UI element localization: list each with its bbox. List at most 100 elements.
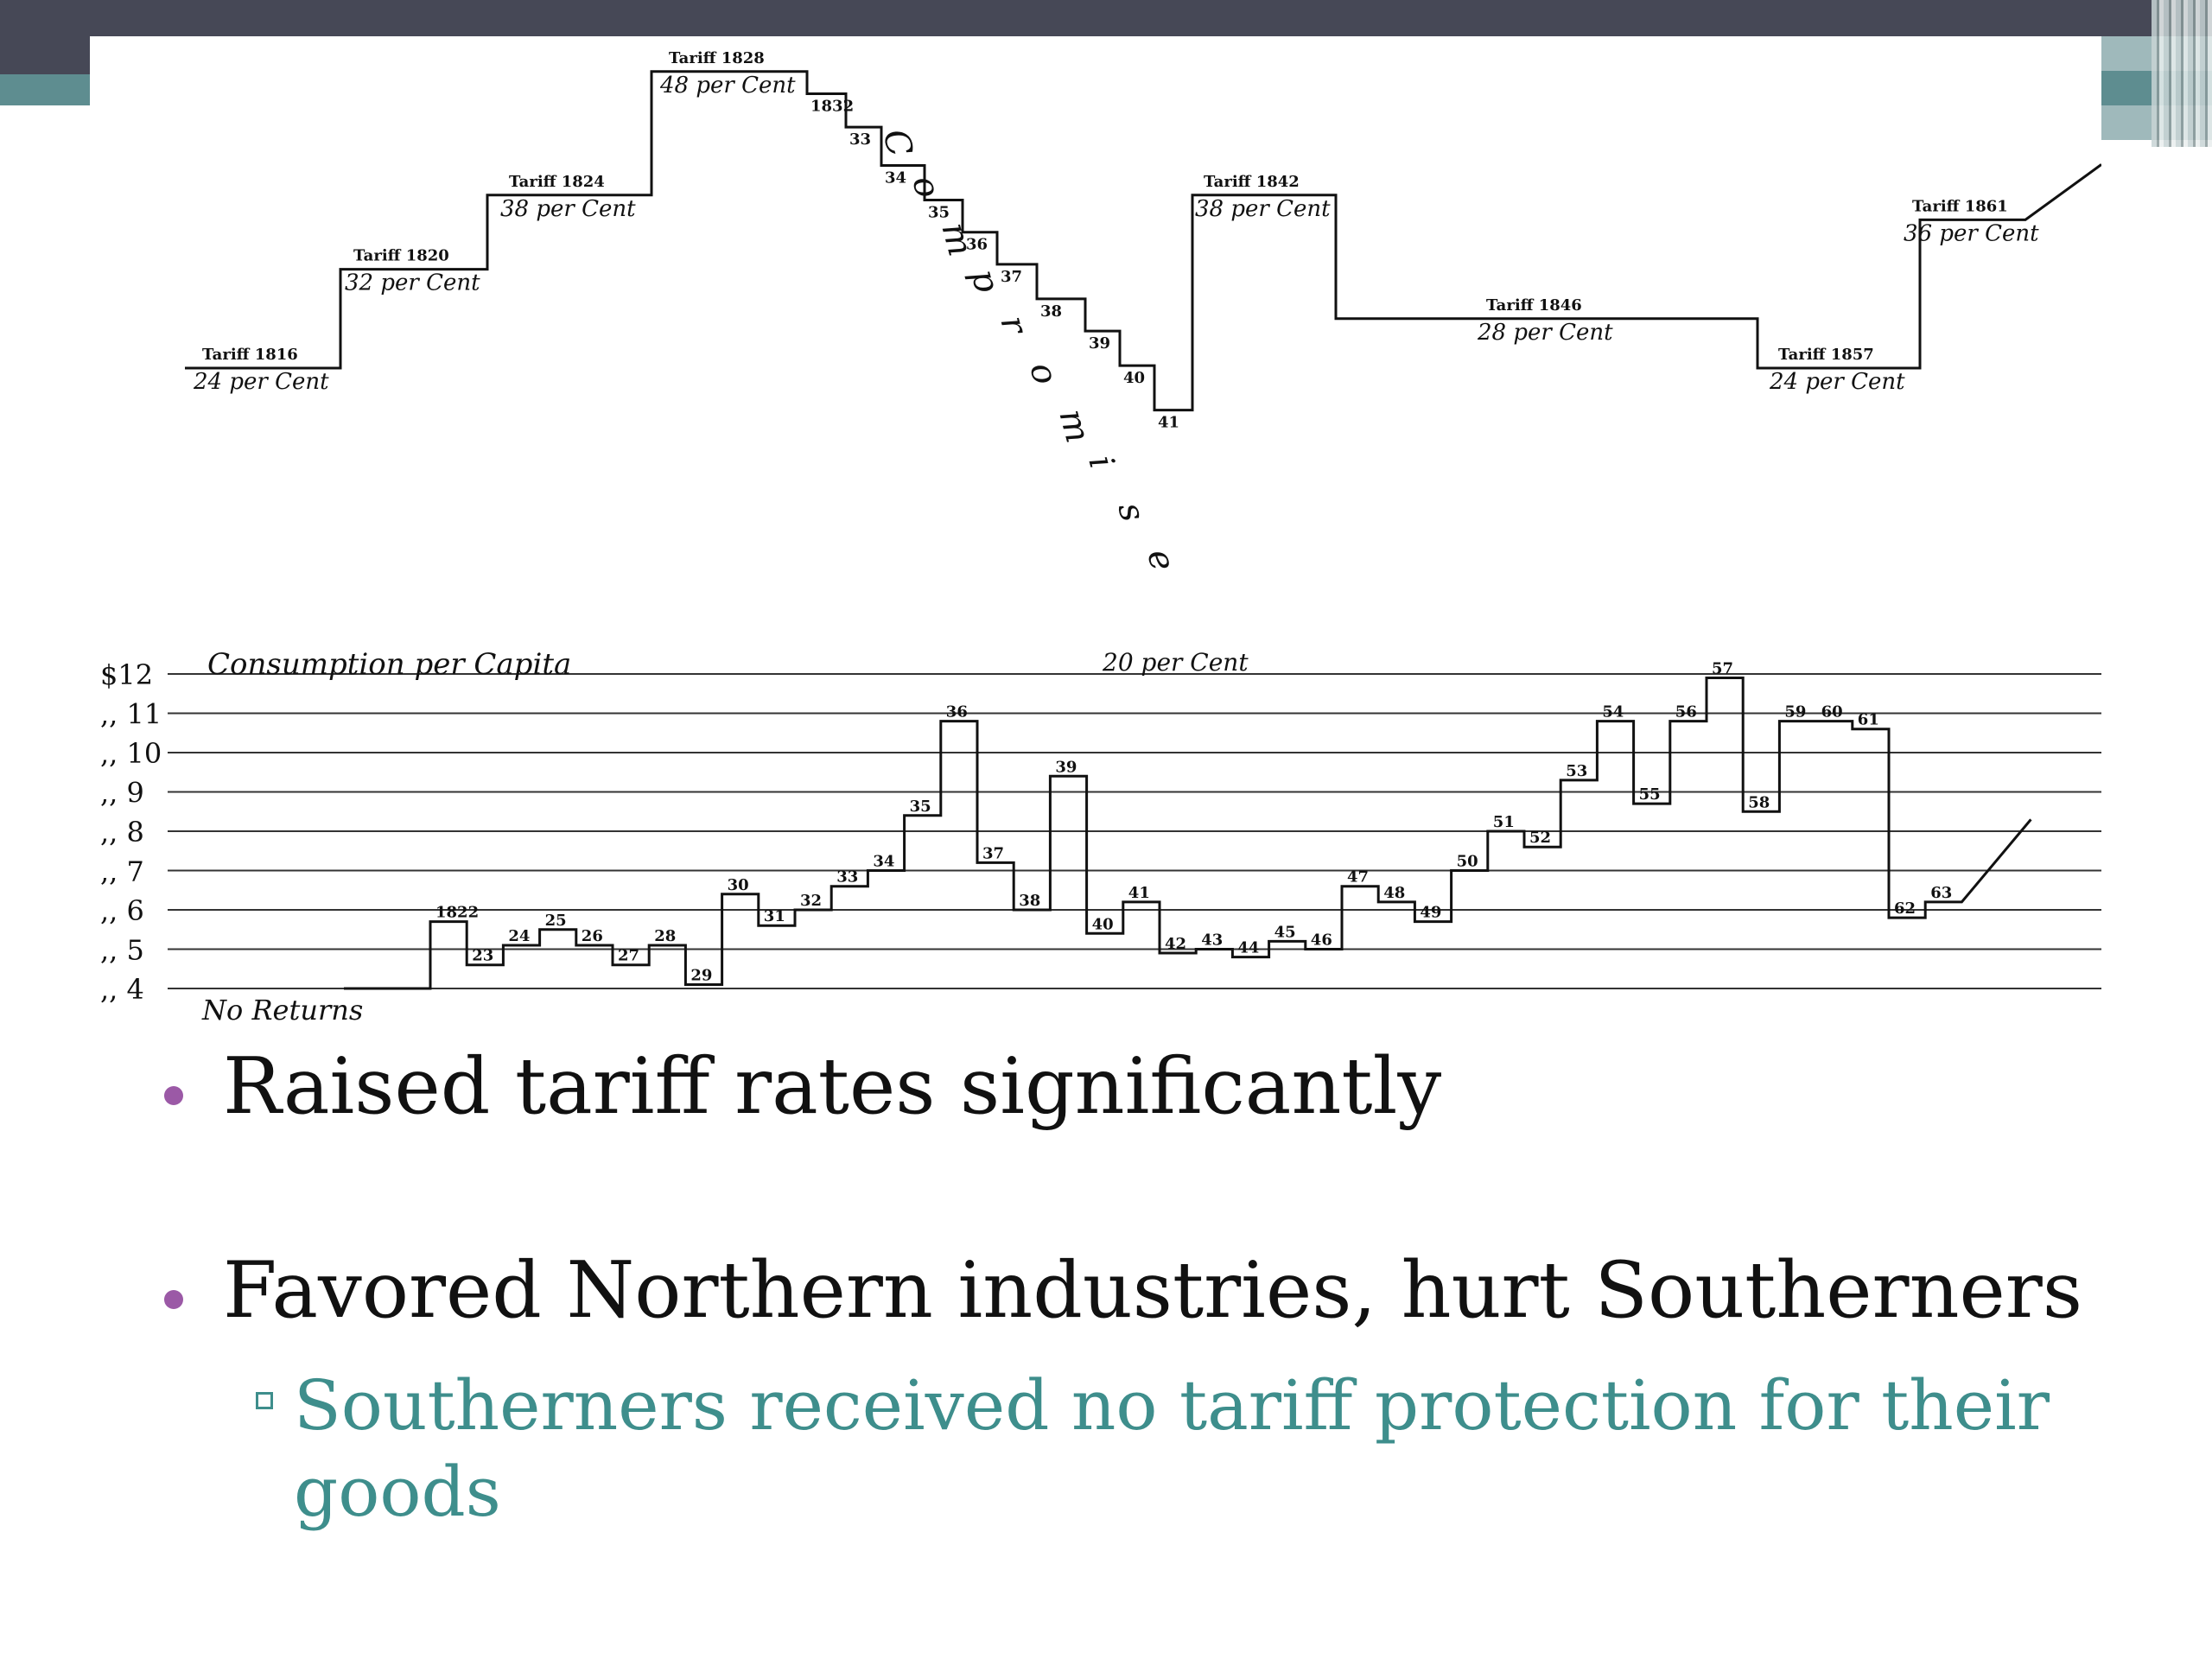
consumption-year-label: 36	[946, 703, 968, 721]
bullet-2-text: Favored Northern industries, hurt Southe…	[223, 1245, 2083, 1336]
tariff-year-label: Tariff 1846	[1486, 296, 1582, 315]
compromise-letter: m	[933, 219, 980, 261]
compromise-letter: i	[1080, 452, 1122, 473]
consumption-year-label: 29	[690, 966, 712, 984]
sub-bullet-1-text: Southerners received no tariff protectio…	[294, 1365, 2050, 1532]
tariff-year-label: Tariff 1828	[669, 49, 765, 67]
consumption-year-label: 55	[1639, 785, 1661, 804]
y-tick-label: $12	[100, 658, 153, 691]
tariff-line	[185, 70, 2101, 412]
consumption-year-label: 50	[1457, 853, 1478, 871]
consumption-year-label: 43	[1201, 931, 1223, 950]
consumption-year-label: 52	[1529, 829, 1551, 847]
consumption-year-label: 23	[472, 947, 493, 965]
slide-panel	[90, 36, 2101, 1659]
top-decor-band	[0, 0, 2212, 36]
consumption-year-label: 42	[1165, 935, 1186, 953]
compromise-year-label: 1832	[810, 98, 854, 116]
compromise-letter: s	[1109, 499, 1153, 526]
tariff-chart: Tariff 1816 24 per Cent Tariff 1820 32 per …	[100, 49, 2101, 1027]
compromise-letter: r	[992, 312, 1035, 340]
consumption-year-label: 35	[910, 798, 931, 816]
consumption-year-label: 32	[800, 892, 822, 910]
tariff-year-label: Tariff 1861	[1912, 197, 2008, 215]
tariff-step-line	[185, 70, 2101, 412]
tariff-rate-label: 24 per Cent	[193, 369, 329, 395]
consumption-year-label: 54	[1602, 703, 1624, 721]
y-tick-label: ,, 5	[100, 934, 144, 967]
bullet-dot	[164, 1290, 183, 1309]
tariff-rate-label: 38 per Cent	[500, 196, 636, 222]
compromise-year-label: 37	[1001, 268, 1022, 286]
compromise-year-label: 35	[928, 204, 950, 222]
y-tick-label: ,, 8	[100, 816, 144, 849]
consumption-year-label: 46	[1311, 931, 1332, 950]
y-axis-title: Consumption per Capita	[207, 647, 571, 682]
consumption-year-label: 47	[1347, 868, 1369, 887]
y-tick-label: ,, 9	[100, 777, 144, 810]
y-tick-label: ,, 4	[100, 973, 144, 1006]
consumption-year-label: 26	[582, 927, 603, 945]
consumption-year-label: 44	[1237, 939, 1259, 957]
bullet-1-text: Raised tariff rates significantly	[223, 1041, 1442, 1132]
consumption-series: 1822 23 24 25 26 27 28 29 30 31 32 33 34 35 36 37 38 39 40…	[344, 660, 2032, 990]
compromise-year-label: 38	[1040, 302, 1062, 321]
consumption-year-label: 24	[508, 927, 530, 945]
no-returns-label: No Returns	[201, 994, 363, 1027]
tariff-year-label: Tariff 1842	[1204, 173, 1300, 191]
consumption-year-label: 37	[982, 844, 1004, 862]
consumption-year-label: 49	[1420, 904, 1441, 922]
compromise-year-label: 34	[885, 168, 906, 187]
consumption-year-label: 1822	[435, 904, 479, 922]
consumption-year-label: 61	[1858, 711, 1879, 729]
compromise-letter: o	[904, 172, 948, 202]
compromise-year-label: 41	[1158, 414, 1179, 432]
consumption-year-label: 57	[1712, 660, 1733, 678]
low-rate-label: 20 per Cent	[1102, 648, 1249, 677]
tariff-rate-label: 28 per Cent	[1477, 320, 1613, 346]
consumption-year-label: 33	[836, 868, 858, 887]
consumption-year-label: 59	[1784, 703, 1806, 721]
consumption-year-label: 40	[1092, 915, 1114, 933]
compromise-letter: m	[1051, 405, 1097, 448]
consumption-year-label: 28	[654, 927, 676, 945]
compromise-letter: e	[1139, 545, 1183, 575]
left-decor-block	[0, 36, 90, 74]
right-edge-decor	[2152, 0, 2212, 147]
compromise-year-label: 36	[966, 236, 988, 254]
compromise-year-label: 40	[1123, 369, 1145, 387]
consumption-year-label: 56	[1675, 703, 1697, 721]
consumption-year-label: 53	[1566, 762, 1587, 780]
compromise-year-label: 33	[849, 130, 871, 149]
tariff-rate-label: 48 per Cent	[659, 73, 796, 99]
tariff-year-label: Tariff 1820	[353, 247, 449, 265]
consumption-year-label: 39	[1055, 758, 1077, 776]
tariff-rate-label: 38 per Cent	[1195, 196, 1331, 222]
y-tick-label: ,, 11	[100, 698, 162, 731]
consumption-year-label: 41	[1128, 884, 1150, 902]
bullet-dot	[164, 1086, 183, 1105]
compromise-letter: p	[963, 265, 1007, 297]
consumption-year-label: 51	[1493, 813, 1515, 831]
consumption-year-label: 25	[545, 912, 567, 930]
sub-bullet-square	[256, 1392, 273, 1409]
consumption-year-label: 62	[1894, 899, 1916, 918]
gridlines	[168, 673, 2101, 989]
consumption-year-label: 34	[873, 853, 894, 871]
consumption-year-label: 31	[764, 907, 785, 925]
tariff-rate-label: 24 per Cent	[1769, 369, 1905, 395]
consumption-year-label: 63	[1930, 884, 1952, 902]
compromise-year-label: 39	[1089, 334, 1110, 353]
tariff-year-label: Tariff 1824	[509, 173, 605, 191]
consumption-year-label: 58	[1748, 793, 1770, 811]
consumption-year-label: 30	[728, 876, 749, 894]
left-accent-stripe	[0, 74, 90, 105]
tariff-year-label: Tariff 1816	[202, 346, 298, 364]
consumption-year-label: 60	[1821, 703, 1843, 721]
tariff-rate-label: 32 per Cent	[345, 270, 480, 296]
tariff-year-label: Tariff 1857	[1778, 346, 1874, 364]
sub-bullet-1: Southerners received no tariff protectio…	[256, 1363, 2177, 1535]
consumption-year-label: 45	[1274, 923, 1296, 941]
compromise-letter: o	[1021, 359, 1065, 389]
